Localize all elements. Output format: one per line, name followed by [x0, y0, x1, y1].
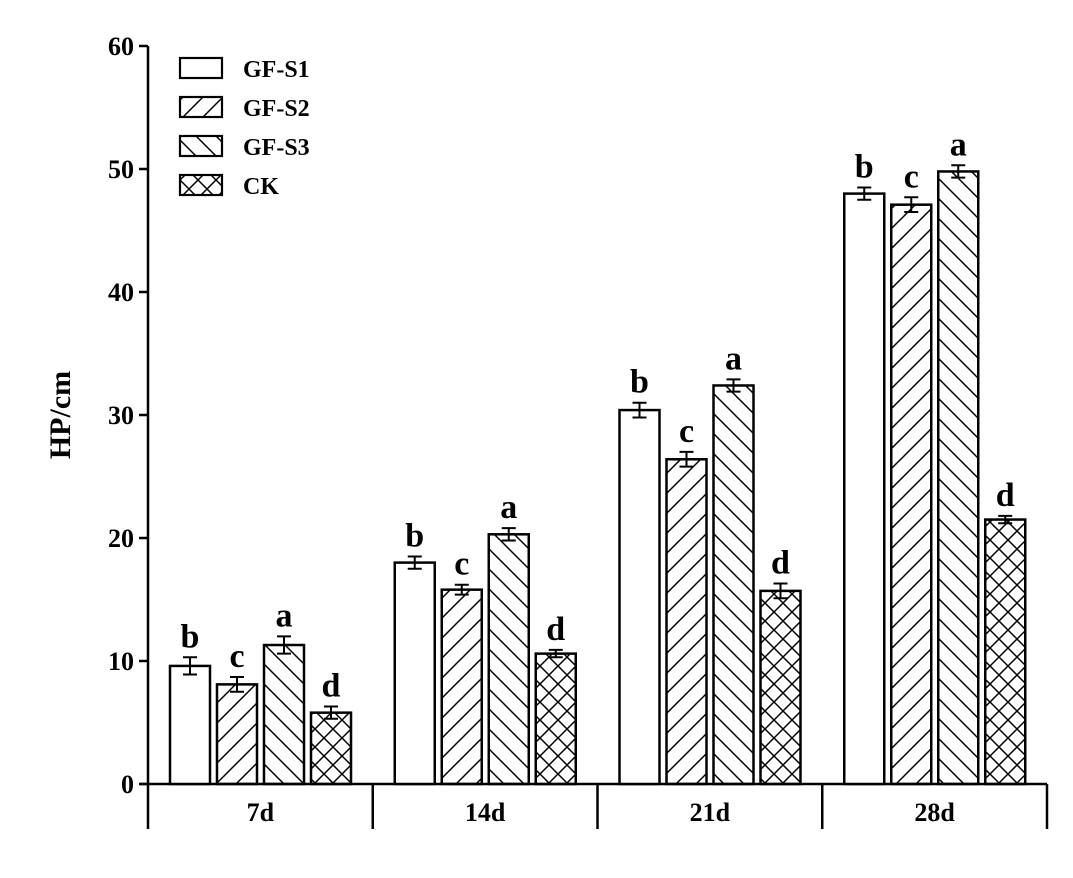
- bar-gf-s1-28d: [843, 192, 886, 786]
- significance-letter: a: [950, 126, 967, 163]
- significance-letter: a: [276, 597, 293, 634]
- error-bar: [183, 656, 197, 676]
- legend-label: GF-S3: [243, 135, 310, 161]
- legend-swatch: [178, 95, 224, 119]
- bar-ck-28d: [984, 518, 1027, 786]
- x-tick-label: 7d: [247, 798, 275, 827]
- legend-label: CK: [243, 174, 279, 200]
- error-bar: [773, 582, 788, 600]
- y-tick-label: 20: [108, 524, 134, 553]
- significance-letter: c: [679, 413, 694, 450]
- y-tick-label: 30: [108, 401, 134, 430]
- significance-letter: c: [454, 546, 469, 583]
- y-tick-label: 50: [108, 155, 134, 184]
- error-bar: [230, 675, 244, 693]
- x-tick-label: 21d: [690, 798, 731, 827]
- significance-letter: c: [229, 638, 244, 675]
- significance-letter: b: [181, 618, 200, 655]
- bar-gf-s1-21d: [618, 408, 661, 786]
- bar-gf-s3-14d: [487, 533, 530, 786]
- error-bar: [324, 705, 338, 720]
- error-bar: [857, 186, 872, 201]
- legend-swatch: [178, 173, 224, 197]
- y-tick-label: 60: [108, 32, 134, 61]
- bar-gf-s1-7d: [168, 664, 212, 786]
- legend-label: GF-S1: [243, 57, 310, 83]
- error-bar: [679, 450, 694, 468]
- error-bar: [454, 583, 469, 596]
- significance-letter: d: [322, 668, 341, 705]
- error-bar: [951, 164, 966, 179]
- bar-gf-s1-14d: [393, 561, 436, 786]
- significance-letter: c: [904, 158, 919, 195]
- bar-ck-7d: [309, 711, 353, 786]
- bar-ck-21d: [759, 589, 802, 786]
- error-bar: [998, 514, 1013, 525]
- error-bar: [501, 527, 516, 542]
- significance-letter: b: [630, 364, 649, 401]
- significance-letter: a: [500, 489, 517, 526]
- bar-gf-s2-14d: [440, 588, 483, 786]
- significance-letter: d: [771, 545, 790, 582]
- error-bar: [726, 378, 741, 393]
- legend-label: GF-S2: [243, 96, 310, 122]
- x-tick-label: 14d: [465, 798, 506, 827]
- y-tick-label: 10: [108, 647, 134, 676]
- error-bar: [904, 196, 919, 214]
- bar-ck-14d: [534, 652, 577, 786]
- significance-letter: a: [725, 340, 742, 377]
- error-bar: [277, 635, 291, 655]
- y-tick-label: 40: [108, 278, 134, 307]
- y-tick-label: 0: [121, 770, 134, 799]
- significance-letter: d: [546, 611, 565, 648]
- bar-gf-s3-21d: [712, 384, 755, 786]
- x-tick-label: 28d: [914, 798, 955, 827]
- bar-gf-s2-7d: [215, 683, 259, 786]
- error-bar: [407, 555, 422, 570]
- significance-letter: b: [405, 517, 424, 554]
- error-bar: [632, 401, 647, 419]
- bar-gf-s3-28d: [937, 170, 980, 786]
- legend-swatch: [178, 56, 224, 80]
- bar-gf-s3-7d: [262, 643, 306, 786]
- bar-gf-s2-28d: [890, 203, 933, 786]
- bar-gf-s2-21d: [665, 458, 708, 786]
- significance-letter: d: [996, 477, 1015, 514]
- y-axis-label: HP/cm: [44, 371, 77, 459]
- error-bar: [548, 648, 563, 659]
- significance-letter: b: [855, 148, 874, 185]
- legend-swatch: [178, 134, 224, 158]
